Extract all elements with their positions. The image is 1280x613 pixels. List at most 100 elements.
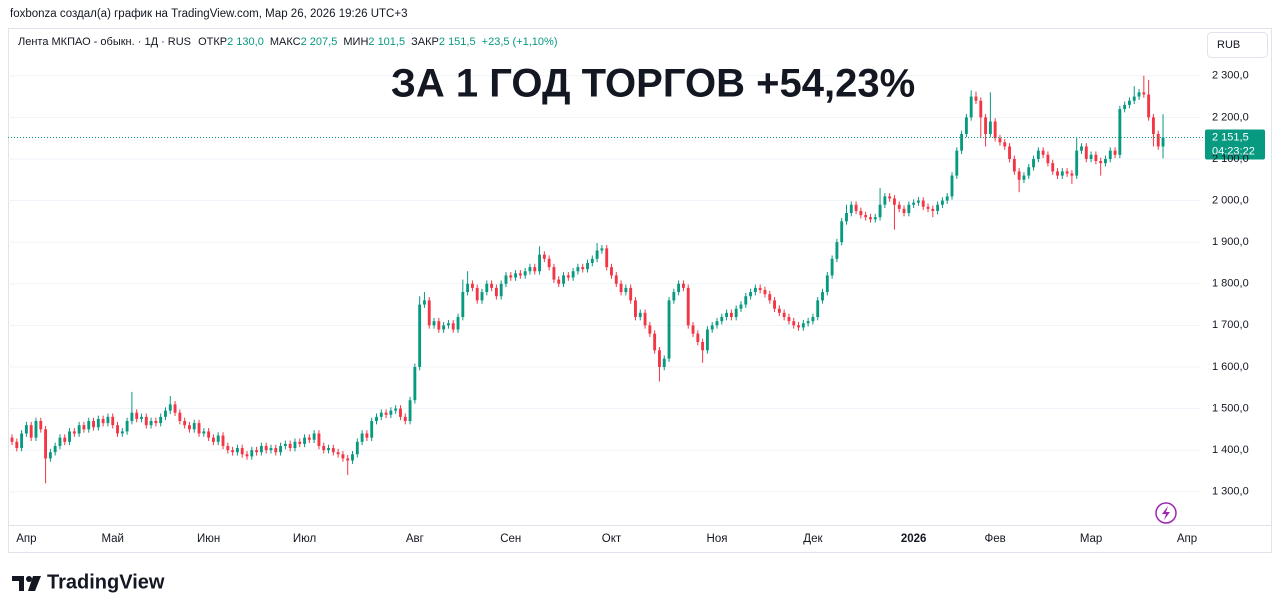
- candle-body: [940, 200, 944, 205]
- candle-body: [845, 213, 848, 222]
- candle-body: [658, 350, 661, 367]
- y-tick-label: 1 300,0: [1212, 486, 1249, 498]
- candle-body: [614, 275, 618, 284]
- candle-body: [1075, 150, 1079, 176]
- candle-body: [370, 421, 374, 438]
- candle-body: [667, 300, 671, 359]
- candle-body: [451, 323, 455, 330]
- candle-body: [341, 454, 345, 459]
- candle-body: [1065, 171, 1069, 174]
- candle-body: [504, 275, 508, 284]
- candle-body: [610, 267, 613, 276]
- candle-body: [264, 445, 268, 451]
- candle-body: [907, 204, 911, 214]
- candle-body: [456, 317, 460, 330]
- candle-body: [681, 283, 685, 288]
- candle-body: [715, 321, 719, 326]
- candles: [10, 75, 1165, 484]
- candle-body: [39, 421, 43, 430]
- candle-body: [44, 429, 48, 459]
- candle-body: [346, 458, 350, 461]
- y-tick-label: 2 000,0: [1212, 194, 1249, 206]
- candle-body: [240, 448, 244, 455]
- candle-body: [566, 275, 570, 278]
- candle-body: [1022, 175, 1026, 180]
- candle-body: [58, 437, 62, 446]
- candle-body: [1123, 104, 1127, 110]
- replay-icon[interactable]: [1155, 502, 1177, 524]
- candle-body: [379, 412, 383, 417]
- candle-body: [552, 267, 556, 280]
- x-tick-label: Июн: [197, 533, 220, 545]
- candle-body: [432, 321, 436, 326]
- ohlc-value: 2 130,0: [227, 36, 264, 48]
- candle-body: [283, 443, 287, 446]
- candle-body: [1113, 150, 1117, 155]
- candle-body: [758, 287, 762, 290]
- candle-body: [653, 333, 657, 351]
- candle-body: [408, 400, 412, 422]
- candle-body: [705, 329, 709, 351]
- candle-body: [1156, 133, 1160, 147]
- candle-body: [542, 254, 546, 259]
- candle-body: [849, 204, 853, 214]
- candle-body: [216, 435, 220, 442]
- candle-body: [931, 208, 935, 211]
- candle-body: [902, 208, 906, 214]
- candle-body: [298, 441, 302, 444]
- candle-body: [523, 271, 527, 276]
- candle-body: [893, 198, 896, 205]
- candle-body: [806, 321, 810, 324]
- ohlc-value: 2 207,5: [301, 36, 338, 48]
- candle-body: [1161, 137, 1165, 147]
- candle-body: [533, 267, 537, 272]
- x-tick-label: Ноя: [707, 533, 728, 545]
- candle-body: [68, 431, 71, 442]
- candle-body: [53, 445, 57, 453]
- candle-body: [720, 317, 724, 322]
- candle-body: [1132, 96, 1136, 101]
- candle-body: [710, 325, 714, 330]
- candle-body: [979, 100, 983, 118]
- candle-body: [643, 312, 647, 326]
- candle-body: [188, 425, 191, 430]
- candle-body: [557, 279, 561, 284]
- candle-body: [413, 366, 417, 401]
- candle-body: [293, 441, 297, 449]
- candle-body: [648, 325, 652, 334]
- candle-body: [974, 96, 978, 101]
- candle-body: [211, 437, 215, 442]
- candle-body: [149, 421, 153, 426]
- candle-body: [744, 296, 748, 305]
- candle-body: [873, 217, 877, 220]
- candle-body: [984, 117, 988, 134]
- candle-body: [538, 254, 541, 272]
- candle-body: [749, 292, 753, 297]
- candle-body: [466, 283, 470, 293]
- currency-button[interactable]: [1207, 32, 1268, 58]
- currency[interactable]: RUB: [1217, 39, 1240, 51]
- candle-body: [475, 287, 479, 301]
- candle-body: [389, 410, 393, 415]
- candle-body: [327, 448, 330, 451]
- candle-body: [140, 416, 143, 419]
- x-tick-label: Апр: [1177, 533, 1197, 545]
- candle-body: [734, 308, 738, 318]
- y-tick-label: 2 200,0: [1212, 111, 1249, 123]
- candle-body: [355, 441, 359, 455]
- candle-body: [279, 445, 283, 453]
- candle-body: [106, 416, 110, 424]
- candle-body: [696, 333, 700, 342]
- candle-body: [303, 437, 306, 444]
- ohlc-value: 2 151,5: [439, 36, 476, 48]
- candle-body: [1070, 173, 1074, 176]
- chart-title: ЗА 1 ГОД ТОРГОВ +54,23%: [391, 62, 915, 106]
- candle-body: [120, 431, 124, 434]
- candle-body: [490, 283, 494, 288]
- candle-body: [437, 321, 441, 330]
- candle-body: [202, 431, 206, 434]
- candle-body: [351, 454, 354, 461]
- candle-body: [250, 450, 254, 457]
- candle-body: [183, 421, 187, 426]
- candle-body: [1032, 158, 1035, 168]
